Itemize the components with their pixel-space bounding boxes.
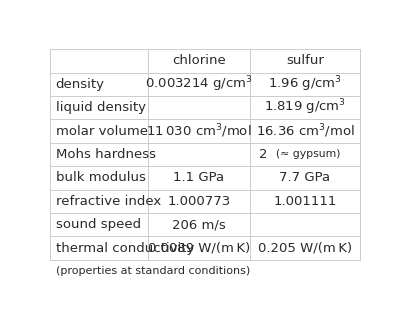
Text: sulfur: sulfur (286, 54, 324, 67)
Text: 0.205 W/(m K): 0.205 W/(m K) (258, 242, 352, 255)
Text: (properties at standard conditions): (properties at standard conditions) (56, 266, 250, 276)
Text: liquid density: liquid density (56, 101, 146, 114)
Text: 2: 2 (259, 148, 268, 161)
Text: 1.1 GPa: 1.1 GPa (173, 171, 224, 184)
Text: 0.003214 g/cm$^3$: 0.003214 g/cm$^3$ (145, 74, 253, 94)
Text: molar volume: molar volume (56, 125, 148, 138)
Text: bulk modulus: bulk modulus (56, 171, 146, 184)
Text: 206 m/s: 206 m/s (172, 218, 226, 231)
Text: 11 030 cm$^3$/mol: 11 030 cm$^3$/mol (146, 122, 252, 140)
Text: density: density (56, 78, 104, 91)
Text: thermal conductivity: thermal conductivity (56, 242, 194, 255)
Text: 1.819 g/cm$^3$: 1.819 g/cm$^3$ (264, 98, 346, 117)
Text: refractive index: refractive index (56, 195, 161, 208)
Text: 1.001111: 1.001111 (273, 195, 337, 208)
Text: Mohs hardness: Mohs hardness (56, 148, 156, 161)
Text: 0.0089 W/(m K): 0.0089 W/(m K) (148, 242, 250, 255)
Text: chlorine: chlorine (172, 54, 226, 67)
Text: 1.000773: 1.000773 (167, 195, 230, 208)
Text: (≈ gypsum): (≈ gypsum) (276, 149, 341, 159)
Text: 1.96 g/cm$^3$: 1.96 g/cm$^3$ (268, 74, 342, 94)
Text: 7.7 GPa: 7.7 GPa (280, 171, 330, 184)
Text: 16.36 cm$^3$/mol: 16.36 cm$^3$/mol (256, 122, 354, 140)
Text: sound speed: sound speed (56, 218, 141, 231)
